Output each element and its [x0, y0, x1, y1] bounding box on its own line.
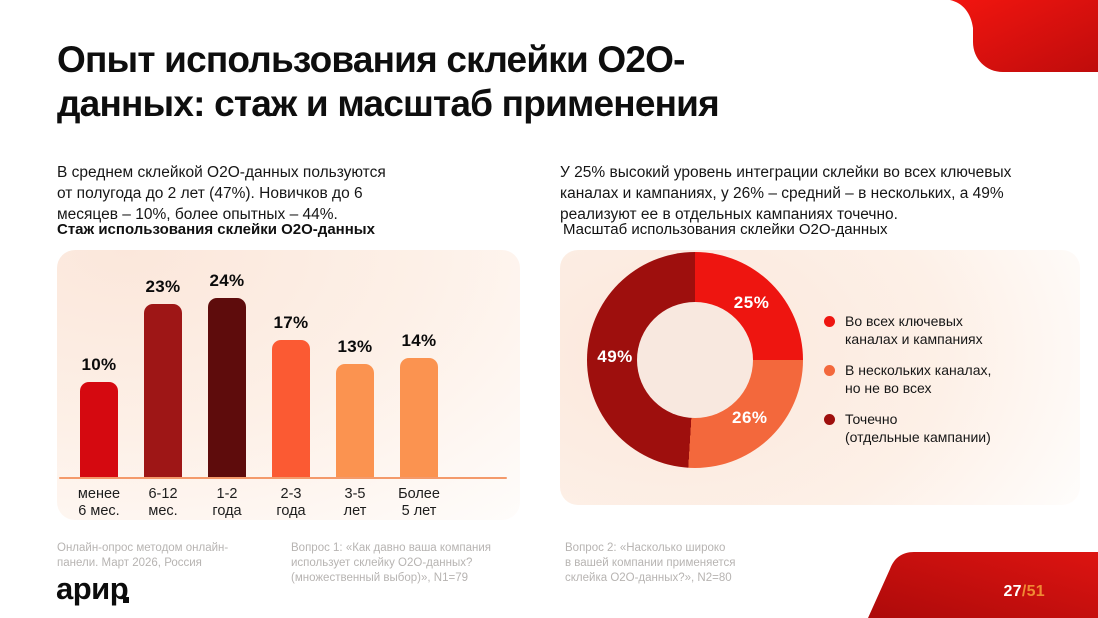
legend-item-2: В нескольких каналах, но не во всех [824, 361, 991, 397]
bar-3 [208, 298, 246, 477]
corner-decoration-bottom-right [868, 552, 1098, 618]
intro-text-left: В среднем склейкой O2O-данных пользуются… [57, 163, 386, 223]
legend-dot-icon [824, 365, 835, 376]
footnote-question-1: Вопрос 1: «Как давно ваша компания испол… [291, 542, 491, 584]
arir-logo: арир [56, 571, 130, 607]
bar-value-label: 10% [81, 355, 117, 374]
legend-item-3: Точечно (отдельные кампании) [824, 410, 991, 446]
bar-6 [400, 358, 438, 477]
bar-category-label: менее 6 мес. [77, 486, 121, 519]
legend-item-label: Во всех ключевых каналах и кампаниях [845, 313, 983, 347]
bar-chart-title: Стаж использования склейки O2O-данных [57, 221, 375, 238]
bar-category-label: 1-2 года [212, 486, 242, 519]
arir-logo-text: арир [56, 571, 129, 606]
bar-category-label: 2-3 года [276, 486, 306, 519]
bar-1 [80, 382, 118, 477]
logo-dot-icon [123, 597, 130, 603]
legend-dot-icon [824, 414, 835, 425]
legend-item-1: Во всех ключевых каналах и кампаниях [824, 312, 991, 348]
page-number: 27/51 [1003, 583, 1045, 601]
bar-value-label: 13% [337, 337, 373, 356]
intro-text-right: У 25% высокий уровень интеграции склейки… [560, 163, 1012, 223]
bar-category-label: Более 5 лет [398, 486, 440, 519]
bar-category-label: 3-5 лет [343, 486, 367, 519]
bar-4 [272, 340, 310, 477]
donut-legend: Во всех ключевых каналах и кампаниях В не… [824, 312, 991, 459]
footnote-methodology: Онлайн-опрос методом онлайн- панели. Мар… [57, 542, 229, 569]
bar-value-label: 14% [401, 331, 437, 350]
bar-chart-panel: 10% менее 6 мес. 23% 6-12 мес. 24% 1-2 года 17… [57, 250, 520, 520]
donut-chart: 25% 26% 49% [587, 252, 803, 468]
page-number-current: 27 [1003, 583, 1022, 600]
footnote-question-2: Вопрос 2: «Насколько широко в вашей комп… [565, 542, 736, 584]
corner-decoration-top-right [950, 0, 1098, 72]
bar-value-label: 17% [273, 313, 309, 332]
bar-2 [144, 304, 182, 477]
bar-value-label: 23% [145, 277, 181, 296]
bar-value-label: 24% [209, 271, 245, 290]
donut-slice-label: 26% [731, 408, 768, 428]
legend-item-label: Точечно (отдельные кампании) [845, 411, 991, 445]
donut-slice-label: 25% [733, 293, 770, 313]
page-number-total: /51 [1021, 583, 1045, 600]
donut-slice-label: 49% [597, 347, 633, 367]
bar-category-label: 6-12 мес. [148, 486, 178, 519]
legend-item-label: В нескольких каналах, но не во всех [845, 362, 992, 396]
donut-chart-title: Масштаб использования склейки O2O-данных [563, 221, 888, 238]
legend-dot-icon [824, 316, 835, 327]
bar-chart-axis-line [59, 477, 507, 479]
bar-5 [336, 364, 374, 477]
donut-chart-panel: 25% 26% 49% Во всех ключевых каналах и кам… [560, 250, 1080, 505]
slide-title: Опыт использования склейки O2O- данных: … [57, 39, 720, 124]
